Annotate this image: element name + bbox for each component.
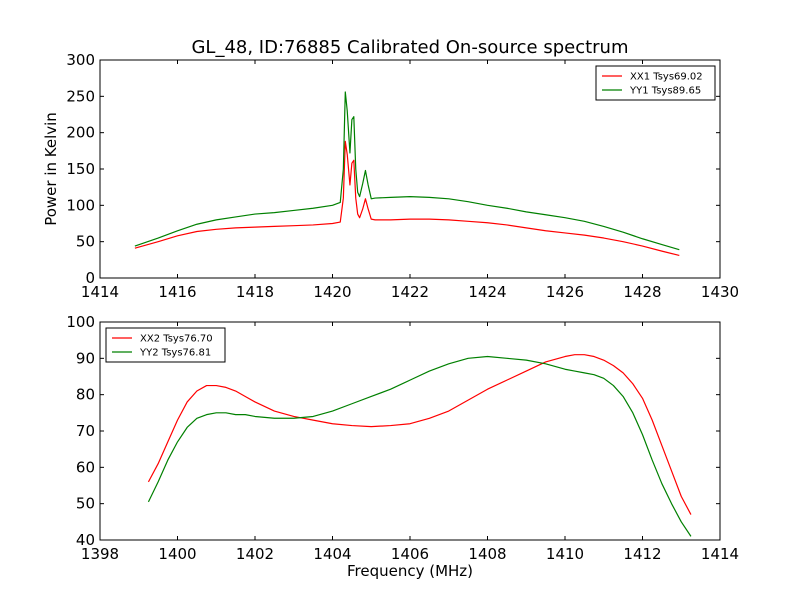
legend-box [595,65,716,101]
x-tick-label: 1430 [701,283,739,301]
top-panel: 1414 1416 1418 1420 1422 1424 1426 1428 1430 0 50 1… [42,51,739,301]
x-tick-label: 1424 [468,283,506,301]
x-axis-label: Frequency (MHz) [347,562,473,580]
y-tick-label: 50 [76,495,95,513]
y-tick-label: 150 [66,160,95,178]
x-tick-label: 1402 [236,545,274,563]
x-tick-label: 1400 [158,545,196,563]
x-tick-label: 1410 [546,545,584,563]
series-line-1 [134,91,680,251]
legend: XX1 Tsys69.02 YY1 Tsys89.65 [595,65,716,101]
x-tick-label: 1422 [391,283,429,301]
x-tick-label: 1398 [81,545,119,563]
x-tick-label: 1408 [468,545,506,563]
series-line-1 [147,355,692,537]
y-tick-label: 80 [76,386,95,404]
series-line-0 [147,354,692,515]
y-tick-label: 100 [66,196,95,214]
y-tick-label: 0 [85,269,95,287]
y-tick-label: 200 [66,124,95,142]
series-line-0 [134,140,680,257]
legend-label: XX2 Tsys76.70 [140,334,213,345]
x-tick-label: 1420 [313,283,351,301]
y-tick-label: 50 [76,233,95,251]
y-tick-label: 300 [66,51,95,69]
x-tick-label: 1404 [313,545,351,563]
y-tick-label: 40 [76,531,95,549]
bottom-panel: 1398 1400 1402 1404 1406 1408 1410 1412 1414 40 50… [66,313,739,580]
y-tick-label: 100 [66,313,95,331]
y-tick-label: 250 [66,87,95,105]
x-tick-label: 1428 [623,283,661,301]
y-axis-label: Power in Kelvin [42,112,60,226]
legend-box [105,327,226,363]
legend: XX2 Tsys76.70 YY2 Tsys76.81 [105,327,226,363]
x-tick-label: 1426 [546,283,584,301]
legend-label: YY1 Tsys89.65 [629,86,701,97]
y-tick-label: 90 [76,349,95,367]
y-tick-label: 60 [76,458,95,476]
x-tick-label: 1418 [236,283,274,301]
legend-label: YY2 Tsys76.81 [139,348,211,359]
x-tick-label: 1416 [158,283,196,301]
legend-label: XX1 Tsys69.02 [630,72,703,83]
x-tick-label: 1406 [391,545,429,563]
y-tick-label: 70 [76,422,95,440]
x-tick-label: 1412 [623,545,661,563]
x-tick-label: 1414 [81,283,119,301]
x-tick-label: 1414 [701,545,739,563]
figure-title: GL_48, ID:76885 Calibrated On-source spe… [191,37,628,58]
